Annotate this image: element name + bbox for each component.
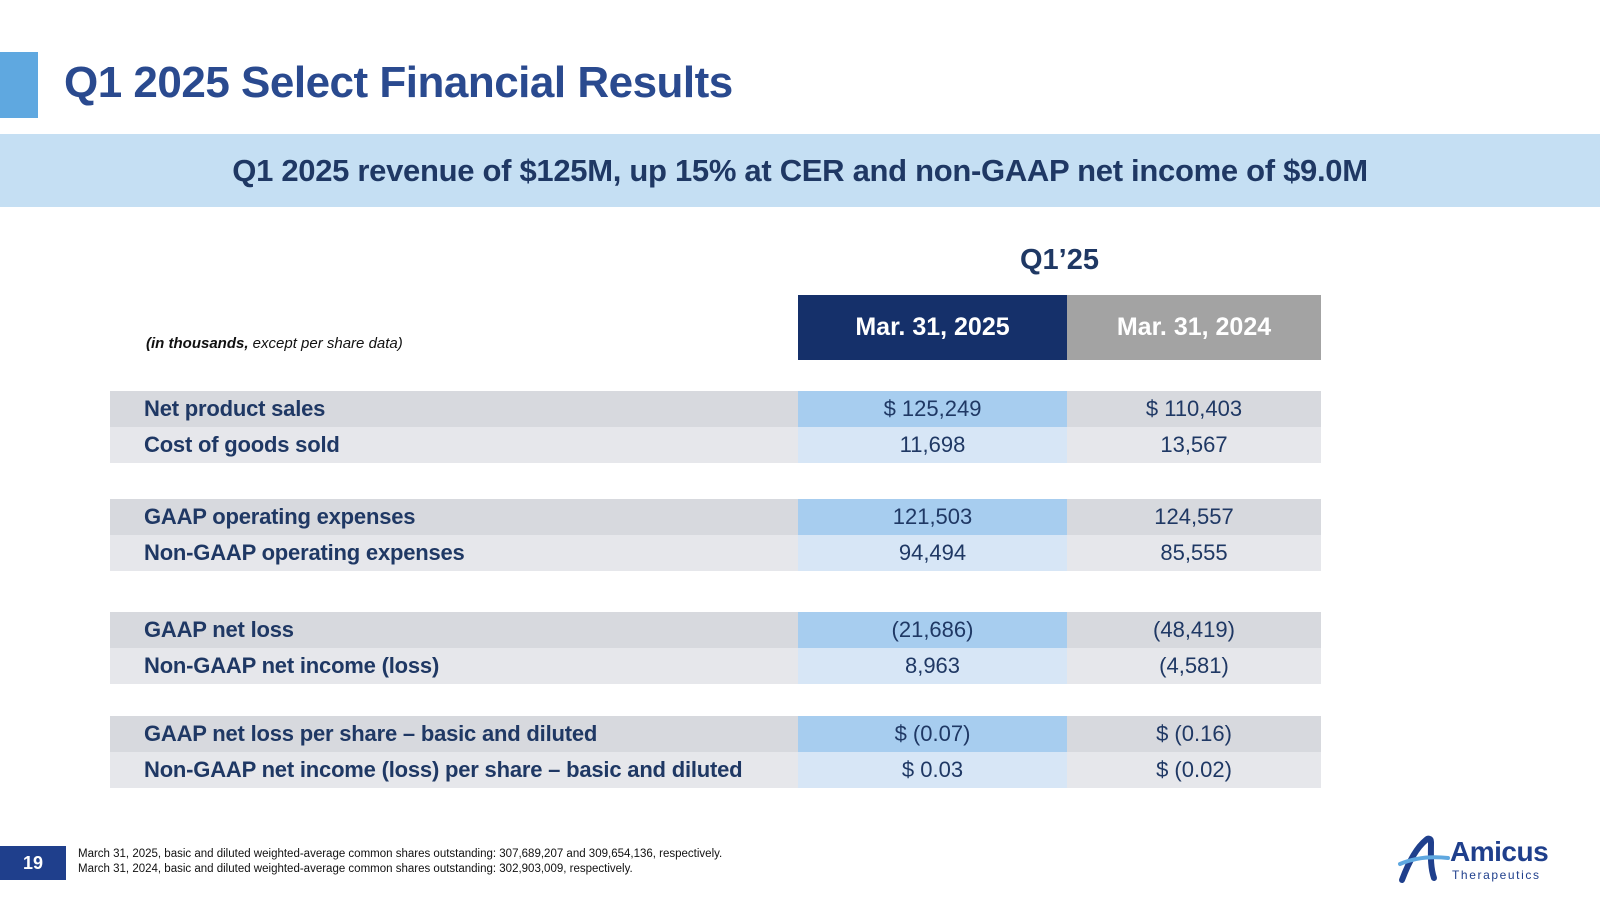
column-header-current: Mar. 31, 2025 — [798, 295, 1067, 360]
table-row: Non-GAAP net income (loss) 8,963 (4,581) — [110, 648, 1321, 684]
row-value-prior: 13,567 — [1067, 427, 1321, 463]
row-label: Non-GAAP net income (loss) per share – b… — [110, 752, 798, 788]
row-value-prior: 124,557 — [1067, 499, 1321, 535]
footnotes: March 31, 2025, basic and diluted weight… — [78, 847, 722, 877]
row-value-current: 11,698 — [798, 427, 1067, 463]
table-row: GAAP operating expenses 121,503 124,557 — [110, 499, 1321, 535]
row-value-current: $ 0.03 — [798, 752, 1067, 788]
column-header-prior: Mar. 31, 2024 — [1067, 295, 1321, 360]
row-label: Non-GAAP net income (loss) — [110, 648, 798, 684]
row-value-prior: (48,419) — [1067, 612, 1321, 648]
row-value-prior: 85,555 — [1067, 535, 1321, 571]
row-group-spacer — [110, 684, 1321, 716]
row-group-spacer — [110, 463, 1321, 499]
row-label: Net product sales — [110, 391, 798, 427]
quarter-label: Q1’25 — [1020, 244, 1099, 276]
row-value-prior: $ (0.02) — [1067, 752, 1321, 788]
footnote-line: March 31, 2024, basic and diluted weight… — [78, 863, 633, 875]
row-value-current: 94,494 — [798, 535, 1067, 571]
row-value-prior: $ 110,403 — [1067, 391, 1321, 427]
logo-name: Amicus — [1450, 836, 1549, 867]
table-row: Non-GAAP operating expenses 94,494 85,55… — [110, 535, 1321, 571]
company-logo: Amicus Therapeutics — [1396, 834, 1549, 884]
row-value-current: $ (0.07) — [798, 716, 1067, 752]
row-label: GAAP net loss per share – basic and dilu… — [110, 716, 798, 752]
page-number: 19 — [0, 846, 66, 880]
row-value-prior: (4,581) — [1067, 648, 1321, 684]
row-value-current: 8,963 — [798, 648, 1067, 684]
financial-results-table: Net product sales $ 125,249 $ 110,403 Co… — [110, 391, 1321, 788]
table-row: Cost of goods sold 11,698 13,567 — [110, 427, 1321, 463]
table-row: GAAP net loss per share – basic and dilu… — [110, 716, 1321, 752]
logo-tagline: Therapeutics — [1452, 868, 1541, 882]
units-note: (in thousands, except per share data) — [146, 335, 403, 352]
amicus-logo-mark-icon — [1398, 835, 1450, 883]
row-group-spacer — [110, 571, 1321, 612]
row-label: GAAP net loss — [110, 612, 798, 648]
units-note-bold: (in thousands, — [146, 335, 249, 352]
table-row: Net product sales $ 125,249 $ 110,403 — [110, 391, 1321, 427]
row-label: GAAP operating expenses — [110, 499, 798, 535]
row-value-current: 121,503 — [798, 499, 1067, 535]
subtitle-banner: Q1 2025 revenue of $125M, up 15% at CER … — [0, 134, 1600, 207]
row-value-current: $ 125,249 — [798, 391, 1067, 427]
table-row: GAAP net loss (21,686) (48,419) — [110, 612, 1321, 648]
footnote-line: March 31, 2025, basic and diluted weight… — [78, 848, 723, 860]
table-row: Non-GAAP net income (loss) per share – b… — [110, 752, 1321, 788]
row-value-prior: $ (0.16) — [1067, 716, 1321, 752]
row-label: Cost of goods sold — [110, 427, 798, 463]
row-value-current: (21,686) — [798, 612, 1067, 648]
row-label: Non-GAAP operating expenses — [110, 535, 798, 571]
slide-title: Q1 2025 Select Financial Results — [64, 58, 733, 107]
units-note-rest: except per share data) — [248, 335, 403, 352]
title-accent-bar — [0, 52, 38, 118]
subtitle-text: Q1 2025 revenue of $125M, up 15% at CER … — [232, 152, 1368, 188]
